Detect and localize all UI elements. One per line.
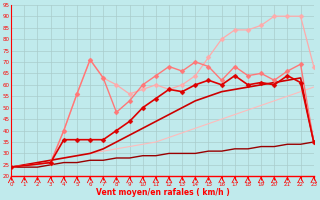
X-axis label: Vent moyen/en rafales ( km/h ): Vent moyen/en rafales ( km/h ) <box>96 188 229 197</box>
